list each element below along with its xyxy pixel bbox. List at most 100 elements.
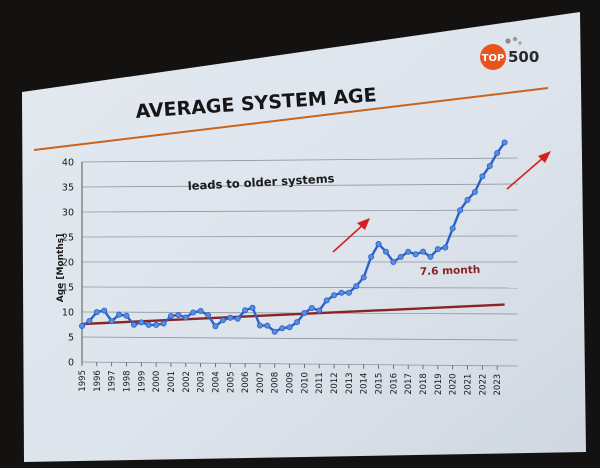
- data-point-55: [486, 162, 493, 169]
- data-point-20: [227, 314, 234, 321]
- data-point-38: [360, 274, 367, 281]
- data-point-15: [190, 309, 197, 316]
- data-point-5: [116, 311, 123, 318]
- x-tick-label-2023: 2023: [493, 374, 503, 396]
- data-point-40: [375, 241, 382, 248]
- x-tick-label-1997: 1997: [108, 370, 118, 392]
- x-tick-label-2014: 2014: [360, 373, 370, 395]
- data-point-33: [323, 297, 330, 304]
- y-tick-label-10: 10: [62, 308, 74, 319]
- trend-series: [81, 303, 505, 326]
- trend-arrow-middle: [332, 218, 370, 253]
- gridline-y-15: [81, 286, 519, 289]
- x-tick-label-2007: 2007: [256, 372, 266, 394]
- gridline-y-40: [81, 157, 519, 163]
- data-point-54: [479, 173, 486, 180]
- gridline-y-35: [81, 183, 519, 188]
- data-point-30: [301, 310, 308, 317]
- y-tick-labels: 0 5 10 15 20 25 30 35 40: [62, 158, 74, 369]
- x-tick-label-2015: 2015: [375, 373, 385, 395]
- data-point-7: [130, 321, 137, 328]
- x-tick-label-2018: 2018: [419, 373, 429, 395]
- data-point-45: [412, 251, 419, 258]
- data-point-32: [316, 307, 323, 314]
- data-point-34: [331, 292, 338, 299]
- data-point-42: [390, 258, 397, 265]
- data-point-0: [79, 322, 86, 329]
- age-series: [81, 141, 506, 333]
- data-point-29: [293, 319, 300, 326]
- age-series-points: [79, 139, 508, 335]
- y-tick-label-40: 40: [62, 158, 74, 169]
- data-point-44: [405, 248, 412, 255]
- data-point-37: [353, 283, 360, 290]
- data-point-16: [197, 308, 204, 315]
- x-tick-label-2011: 2011: [315, 372, 325, 394]
- x-tick-label-2008: 2008: [271, 372, 281, 394]
- x-tick-label-2005: 2005: [226, 371, 236, 393]
- data-point-52: [464, 196, 471, 203]
- title-underline: [33, 87, 549, 151]
- y-tick-label-35: 35: [62, 183, 74, 194]
- y-tick-label-25: 25: [62, 233, 74, 244]
- y-tick-label-15: 15: [62, 283, 74, 294]
- data-point-10: [153, 321, 160, 328]
- data-point-11: [160, 320, 167, 327]
- y-tick-label-20: 20: [62, 258, 74, 269]
- x-tick-label-1999: 1999: [137, 371, 147, 393]
- data-point-9: [145, 321, 152, 328]
- data-point-1: [86, 318, 93, 325]
- trend-line: [81, 303, 505, 326]
- data-point-2: [93, 309, 100, 316]
- data-point-13: [175, 311, 182, 318]
- logo-500-text: 500: [508, 48, 539, 66]
- data-point-22: [242, 307, 249, 314]
- data-point-25: [264, 322, 271, 329]
- data-point-43: [397, 253, 404, 260]
- y-tick-label-0: 0: [68, 358, 74, 369]
- data-point-48: [434, 246, 441, 253]
- data-point-21: [234, 315, 241, 322]
- data-point-57: [501, 139, 508, 146]
- data-point-18: [212, 323, 219, 330]
- x-tick-label-1995: 1995: [78, 370, 88, 392]
- data-point-41: [382, 248, 389, 255]
- x-tick-label-2019: 2019: [434, 373, 444, 395]
- data-point-24: [256, 322, 263, 329]
- x-tick-label-2000: 2000: [152, 371, 162, 393]
- top500-logo: TOP 500: [480, 36, 539, 70]
- data-point-17: [205, 312, 212, 319]
- gridline-y-0: [81, 361, 519, 367]
- y-axis-label: Age [Months]: [56, 234, 66, 302]
- data-point-56: [494, 149, 501, 156]
- data-point-3: [101, 307, 108, 314]
- x-tick-label-2009: 2009: [286, 372, 296, 394]
- x-tick-label-2016: 2016: [389, 373, 399, 395]
- data-point-23: [249, 304, 256, 311]
- x-tick-label-1998: 1998: [122, 370, 132, 392]
- data-point-31: [308, 304, 315, 311]
- data-point-50: [449, 225, 456, 232]
- x-tick-label-2004: 2004: [211, 371, 221, 393]
- chart-gridlines: [81, 157, 519, 367]
- data-point-8: [138, 319, 145, 326]
- data-point-39: [368, 253, 375, 260]
- x-tick-label-2013: 2013: [345, 372, 355, 394]
- x-tick-label-2022: 2022: [478, 374, 488, 396]
- data-point-6: [123, 312, 130, 319]
- y-tick-label-5: 5: [68, 333, 74, 344]
- x-tick-label-2010: 2010: [300, 372, 310, 394]
- data-point-35: [338, 289, 345, 296]
- data-point-51: [457, 207, 464, 214]
- data-point-49: [442, 244, 449, 251]
- gridline-y-30: [81, 209, 519, 213]
- x-tick-label-2003: 2003: [197, 371, 207, 393]
- data-point-46: [420, 248, 427, 255]
- x-tick-label-2001: 2001: [167, 371, 177, 393]
- annotation-trend-label: 7.6 month: [420, 264, 481, 278]
- data-point-4: [108, 318, 115, 325]
- x-tick-label-1996: 1996: [93, 370, 103, 392]
- data-point-47: [427, 253, 434, 260]
- x-tick-labels: 1995 1996 1997 1998 1999 2000 2001 2002 2003 2004…: [78, 370, 503, 396]
